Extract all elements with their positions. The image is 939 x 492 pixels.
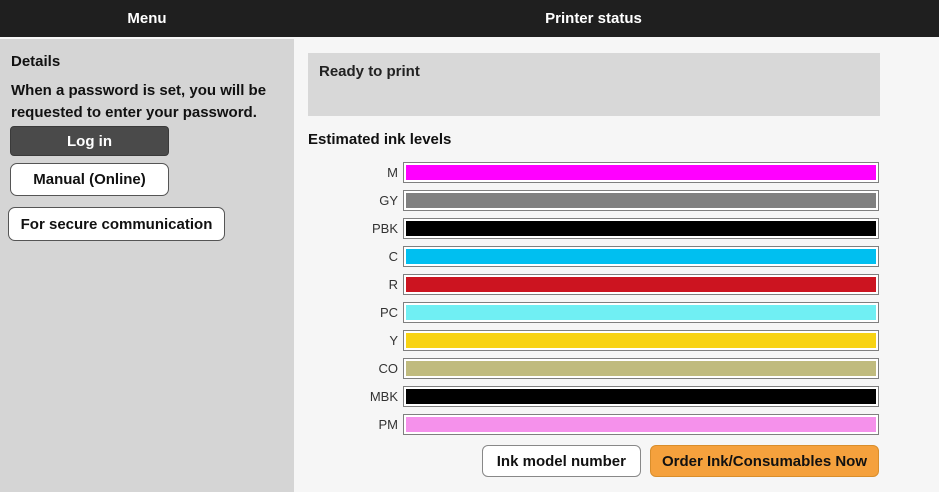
ink-model-number-button[interactable]: Ink model number	[481, 445, 641, 477]
ink-levels-title: Estimated ink levels	[308, 131, 452, 148]
ink-level-fill	[406, 193, 876, 208]
ink-row: GY	[308, 190, 939, 211]
ink-row: Y	[308, 330, 939, 351]
header-menu-tab[interactable]: Menu	[0, 0, 294, 37]
ink-level-gauge	[403, 302, 879, 323]
ink-label: M	[387, 165, 398, 180]
sidebar: Details When a password is set, you will…	[0, 39, 294, 492]
header-bar: Menu Printer status	[0, 0, 939, 37]
details-text: When a password is set, you will be requ…	[11, 82, 267, 121]
page-title: Printer status	[545, 10, 642, 27]
ink-label: R	[388, 277, 398, 292]
ink-level-gauge	[403, 246, 879, 267]
order-ink-button[interactable]: Order Ink/Consumables Now	[649, 445, 879, 477]
ink-level-gauge	[403, 414, 879, 435]
printer-status-box: Ready to print	[308, 53, 880, 116]
ink-label: MBK	[369, 389, 398, 404]
ink-label: GY	[379, 193, 398, 208]
ink-label: PM	[378, 417, 399, 432]
ink-label: PBK	[371, 221, 398, 236]
ink-label: CO	[378, 361, 399, 376]
ink-row: PM	[308, 414, 939, 435]
action-buttons-row: Ink model number Order Ink/Consumables N…	[308, 445, 879, 477]
ink-level-fill	[406, 221, 876, 236]
login-button[interactable]: Log in	[10, 126, 169, 156]
main-content: Ready to print Estimated ink levels M GY…	[294, 37, 939, 492]
printer-status-text: Ready to print	[319, 63, 420, 80]
ink-level-gauge	[403, 358, 879, 379]
ink-level-fill	[406, 389, 876, 404]
ink-level-fill	[406, 277, 876, 292]
ink-row: CO	[308, 358, 939, 379]
ink-row: PC	[308, 302, 939, 323]
ink-row: PBK	[308, 218, 939, 239]
ink-level-gauge	[403, 218, 879, 239]
manual-online-button[interactable]: Manual (Online)	[10, 163, 169, 196]
details-heading: Details	[11, 53, 61, 70]
ink-label: C	[388, 249, 398, 264]
ink-level-gauge	[403, 162, 879, 183]
menu-label: Menu	[127, 10, 167, 27]
header-title-cell: Printer status	[294, 0, 939, 37]
ink-level-fill	[406, 165, 876, 180]
ink-level-gauge	[403, 330, 879, 351]
secure-communication-button[interactable]: For secure communication	[8, 207, 225, 241]
ink-level-fill	[406, 333, 876, 348]
ink-level-gauge	[403, 274, 879, 295]
ink-label: Y	[389, 333, 398, 348]
ink-row: C	[308, 246, 939, 267]
ink-levels-list: M GY PBK C R PC Y CO	[308, 162, 939, 435]
ink-level-gauge	[403, 190, 879, 211]
ink-row: MBK	[308, 386, 939, 407]
ink-level-fill	[406, 249, 876, 264]
ink-level-fill	[406, 417, 876, 432]
ink-row: M	[308, 162, 939, 183]
ink-level-fill	[406, 305, 876, 320]
ink-level-gauge	[403, 386, 879, 407]
ink-row: R	[308, 274, 939, 295]
ink-level-fill	[406, 361, 876, 376]
ink-label: PC	[379, 305, 398, 320]
